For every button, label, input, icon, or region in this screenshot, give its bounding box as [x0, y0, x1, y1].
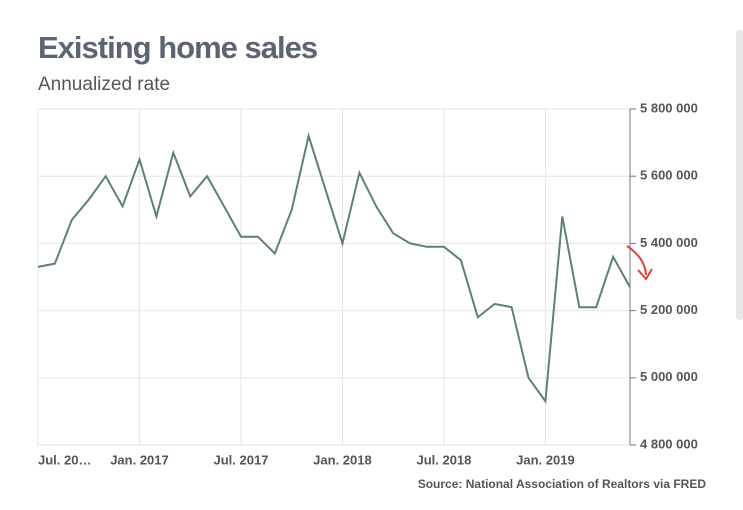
x-tick-label: Jul. 20… [38, 452, 91, 467]
y-tick-label: 5 200 000 [640, 302, 698, 317]
y-tick-label: 5 400 000 [640, 235, 698, 250]
y-tick-label: 4 800 000 [640, 436, 698, 451]
x-tick-label: Jan. 2019 [516, 452, 575, 467]
source: Source: National Association of Realtors… [418, 477, 707, 491]
data-line [37, 132, 631, 405]
y-tick-label: 5 800 000 [640, 100, 698, 115]
chart-subtitle: Annualized rate [38, 74, 170, 95]
plot: 4 800 000 5 000 000 5 200 000 5 400 000 5 60… [37, 100, 698, 467]
x-tick-label: Jan. 2017 [110, 452, 169, 467]
y-tick-label: 5 000 000 [640, 369, 698, 384]
chart-title: Existing home sales [38, 30, 317, 65]
x-tick-label: Jul. 2018 [416, 452, 471, 467]
x-tick-label: Jan. 2018 [313, 452, 372, 467]
y-tick-label: 5 600 000 [640, 168, 698, 183]
scrollbar [736, 30, 743, 320]
annotation-arrow [626, 245, 647, 276]
annotation-arrow-head [637, 268, 653, 281]
x-tick-label: Jul. 2017 [214, 452, 269, 467]
